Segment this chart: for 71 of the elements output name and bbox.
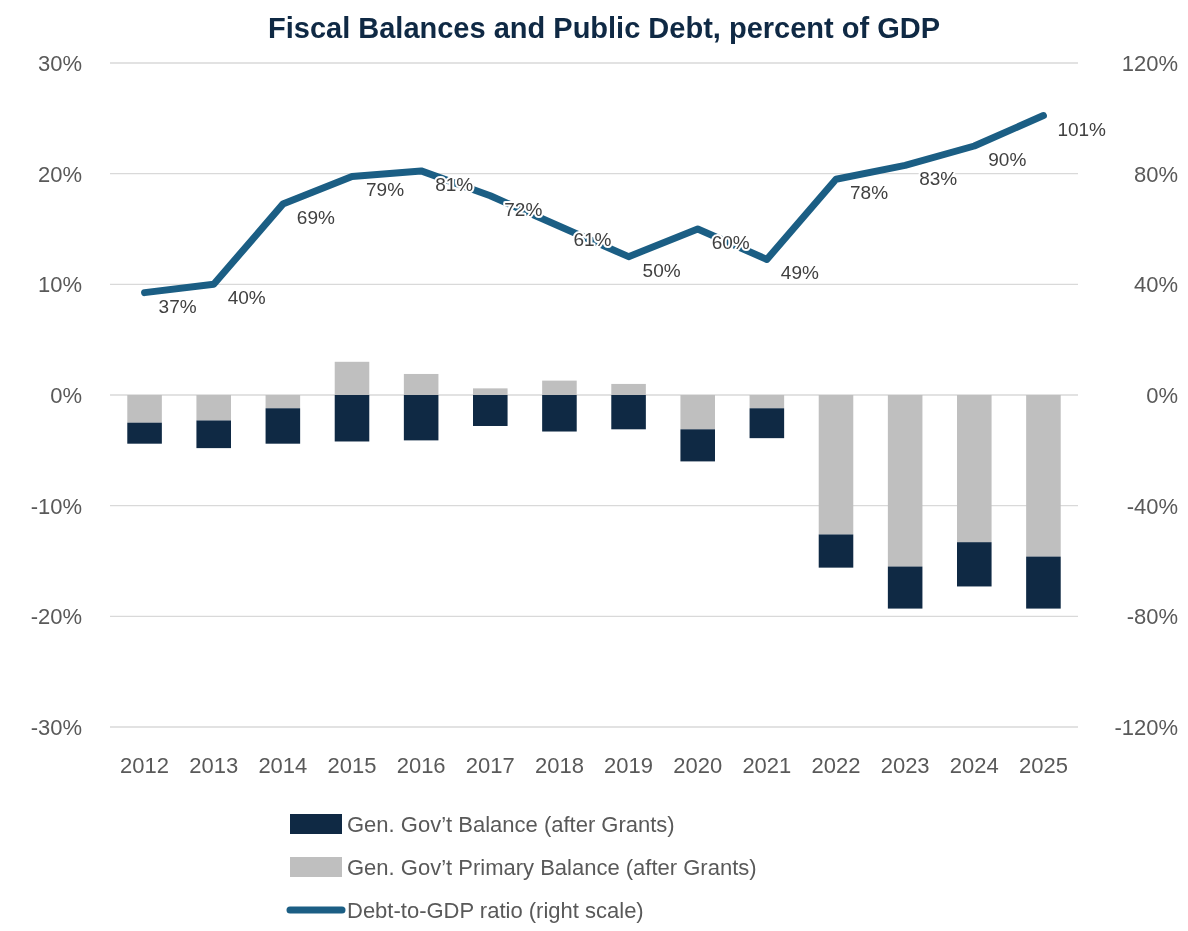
bar — [473, 388, 508, 395]
data-label: 69% — [296, 207, 335, 229]
x-tick-label: 2013 — [189, 753, 239, 778]
bar — [749, 395, 785, 409]
bar — [196, 395, 231, 421]
x-tick-label: 2022 — [811, 753, 861, 778]
data-label: 90% — [988, 149, 1027, 170]
bar — [127, 422, 162, 444]
data-label: 78% — [850, 182, 889, 204]
bar — [1026, 556, 1061, 609]
bar — [334, 361, 370, 395]
x-tick-label: 2021 — [742, 753, 792, 778]
x-tick-label: 2015 — [327, 753, 377, 778]
x-tick-label: 2016 — [396, 753, 446, 778]
chart-title: Fiscal Balances and Public Debt, percent of GDP — [267, 12, 941, 44]
x-tick-label: 2020 — [673, 753, 723, 778]
bar — [680, 395, 715, 430]
bar — [403, 395, 439, 441]
data-label: 83% — [919, 168, 958, 190]
bar — [403, 373, 439, 395]
bar — [127, 395, 162, 423]
data-label: 50% — [642, 259, 681, 281]
y2-tick-label: 40% — [1133, 272, 1178, 298]
legend-label: Debt-to-GDP ratio (right scale) — [347, 898, 644, 923]
data-label: 49% — [780, 262, 819, 284]
bar — [473, 395, 508, 426]
data-label: 101% — [1057, 118, 1107, 140]
y-tick-label: -20% — [30, 604, 82, 630]
y-tick-label: 30% — [37, 51, 82, 76]
bar — [818, 395, 854, 535]
x-tick-label: 2024 — [949, 753, 999, 778]
bar — [265, 395, 301, 409]
y-tick-label: 0% — [50, 383, 82, 408]
bar — [542, 395, 577, 432]
legend-label: Gen. Gov’t Primary Balance (after Grants) — [347, 855, 757, 880]
y2-tick-label: 80% — [1133, 161, 1178, 187]
y2-tick-label: -80% — [1126, 604, 1178, 630]
bar — [542, 380, 577, 395]
bar — [196, 420, 231, 449]
bar — [1026, 395, 1061, 557]
bar — [334, 395, 370, 442]
bar — [680, 429, 715, 462]
x-tick-label: 2012 — [120, 753, 170, 778]
x-tick-label: 2019 — [604, 753, 654, 778]
y-tick-label: -30% — [30, 715, 82, 740]
data-label: 81% — [435, 173, 474, 195]
bar — [887, 395, 923, 567]
bar — [611, 395, 646, 430]
y2-tick-label: 120% — [1121, 51, 1178, 76]
y2-tick-label: -40% — [1126, 493, 1178, 519]
bar — [265, 408, 301, 444]
y-tick-label: -10% — [30, 493, 82, 519]
x-tick-label: 2018 — [534, 753, 584, 778]
x-tick-label: 2025 — [1018, 753, 1068, 778]
bar — [957, 395, 992, 543]
x-tick-label: 2017 — [465, 753, 515, 778]
data-label: 37% — [158, 295, 197, 317]
y-tick-label: 10% — [37, 272, 82, 298]
data-label: 40% — [227, 287, 266, 309]
bar — [749, 408, 785, 439]
y-tick-label: 20% — [37, 161, 82, 187]
bar — [818, 534, 854, 568]
bar — [611, 383, 646, 395]
x-tick-label: 2014 — [258, 753, 308, 778]
legend-label: Gen. Gov’t Balance (after Grants) — [347, 812, 675, 837]
data-label: 79% — [366, 179, 405, 201]
x-tick-label: 2023 — [880, 753, 930, 778]
y2-tick-label: 0% — [1146, 383, 1178, 408]
bar — [957, 542, 992, 587]
y2-tick-label: -120% — [1114, 715, 1178, 740]
bar — [887, 566, 923, 609]
